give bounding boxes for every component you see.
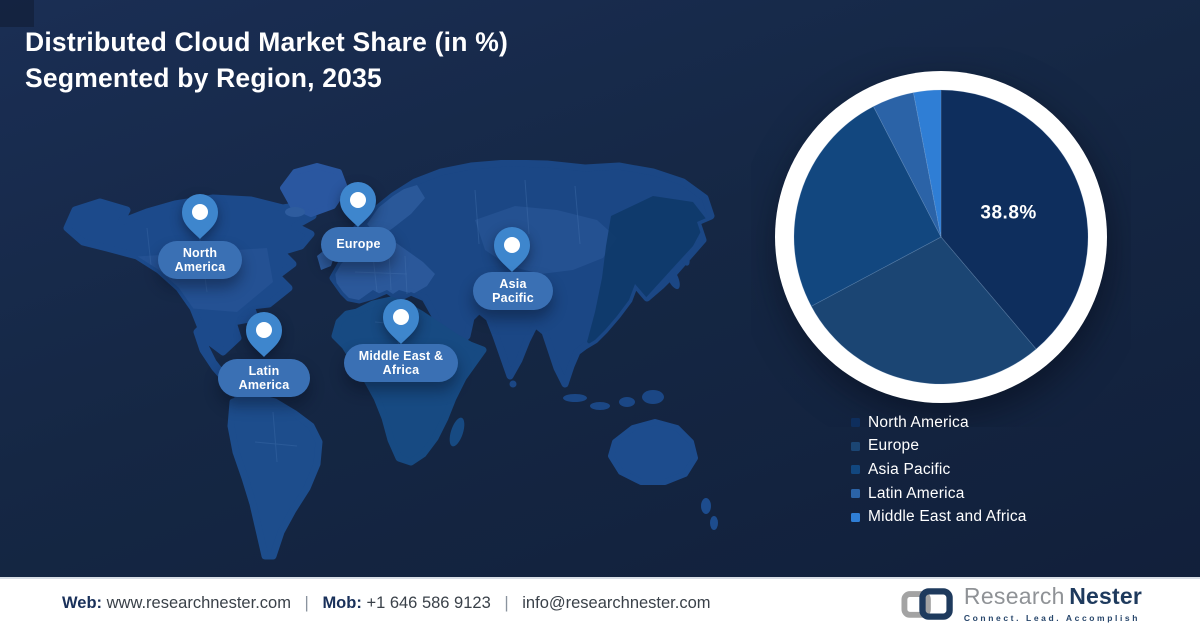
region-label-asia-pacific: Asia Pacific (473, 272, 553, 310)
email-address: info@researchnester.com (522, 594, 711, 612)
title-line-1: Distributed Cloud Market Share (in %) (25, 27, 508, 57)
footer-bar: Web: www.researchnester.com | Mob: +1 64… (0, 577, 1200, 628)
region-label-europe: Europe (321, 227, 396, 262)
legend-swatch (851, 418, 860, 428)
region-label-latin-america: Latin America (218, 359, 310, 397)
legend-label: Europe (868, 437, 920, 455)
legend-swatch (851, 489, 860, 499)
pie-slice-asia-pacific (793, 105, 942, 307)
legend-label: Latin America (868, 484, 965, 502)
pie-slice-latin-america (872, 92, 942, 238)
pie-slice-europe (810, 236, 1037, 385)
legend-item: Asia Pacific (851, 458, 1027, 482)
logo-text: Research Nester Connect. Lead. Accomplis… (963, 582, 1142, 623)
logo-word-nester: Nester (1069, 582, 1142, 609)
legend-item: Middle East and Africa (851, 505, 1027, 529)
legend-label: North America (868, 413, 969, 431)
map-pin-middle-east-africa (383, 299, 419, 344)
phone-number: +1 646 586 9123 (366, 594, 491, 612)
chain-link-icon (901, 587, 953, 620)
region-label-middle-east-africa: Middle East & Africa (344, 344, 458, 382)
separator: | (504, 594, 509, 612)
web-label: Web: (62, 594, 103, 612)
contact-info: Web: www.researchnester.com | Mob: +1 64… (62, 594, 711, 613)
legend-swatch (851, 441, 860, 451)
separator: | (304, 594, 309, 612)
title-line-2: Segmented by Region, 2035 (25, 63, 382, 93)
website-url: www.researchnester.com (106, 594, 291, 612)
region-label-north-america: North America (158, 241, 242, 279)
research-nester-logo: Research Nester Connect. Lead. Accomplis… (899, 582, 1142, 623)
logo-word-research: Research (963, 582, 1065, 609)
logo-tagline: Connect. Lead. Accomplish (963, 612, 1141, 623)
legend-item: Europe (851, 435, 1027, 459)
legend-swatch (851, 465, 860, 475)
pie-value-label: 38.8% (980, 203, 1036, 224)
chart-legend: North America Europe Asia Pacific Latin … (851, 411, 1027, 529)
pie-chart: 38.8% (751, 47, 1131, 427)
page-title: Distributed Cloud Market Share (in %) Se… (25, 24, 508, 96)
pie-slice-middle-east-and-africa (912, 89, 942, 238)
world-map (63, 160, 718, 560)
map-pin-europe (340, 182, 376, 227)
legend-swatch (851, 512, 860, 522)
legend-item: Latin America (851, 482, 1027, 506)
map-pin-asia-pacific (494, 227, 530, 272)
legend-label: Middle East and Africa (868, 508, 1027, 526)
legend-item: North America (851, 411, 1027, 435)
map-pin-north-america (182, 194, 218, 239)
legend-label: Asia Pacific (868, 460, 951, 478)
mob-label: Mob: (322, 594, 362, 612)
corner-shade (0, 0, 34, 27)
pie-slice-north-america (940, 89, 1089, 350)
map-pin-latin-america (246, 312, 282, 357)
